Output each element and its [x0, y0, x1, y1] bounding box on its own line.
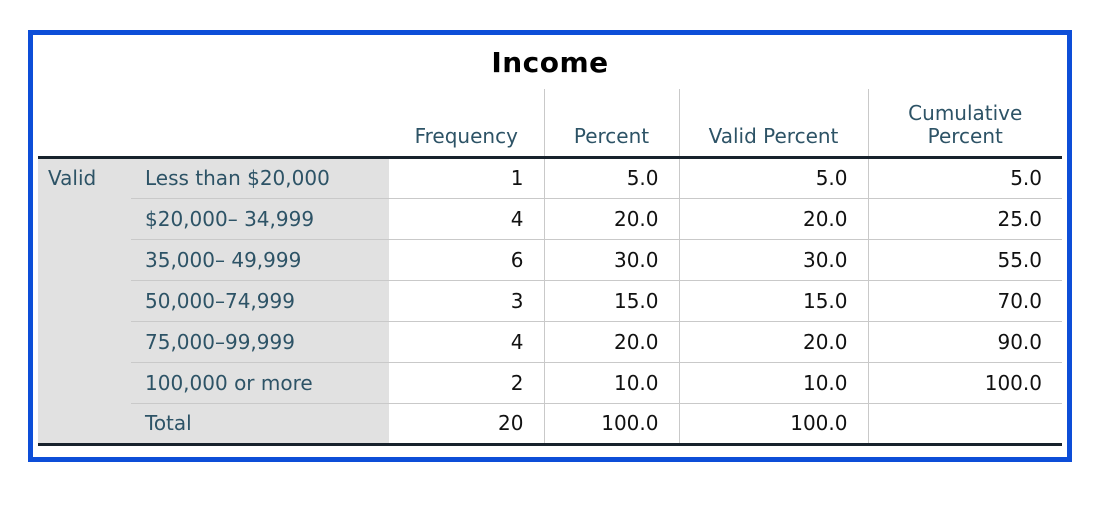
table-row-total: Total 20 100.0 100.0 — [38, 402, 1062, 446]
table-row: $20,000– 34,999 4 20.0 20.0 25.0 — [38, 197, 1062, 239]
cell-cumulative-percent: 55.0 — [867, 238, 1062, 280]
row-label-total: Total — [131, 402, 389, 446]
header-empty-category — [131, 89, 389, 159]
cell-frequency: 3 — [389, 279, 544, 321]
cell-cumulative-percent: 100.0 — [867, 361, 1062, 403]
cell-percent: 10.0 — [543, 361, 679, 403]
row-label: $20,000– 34,999 — [131, 197, 389, 239]
cell-percent: 30.0 — [543, 238, 679, 280]
cell-valid-percent: 10.0 — [678, 361, 868, 403]
table-row: Valid Less than $20,000 1 5.0 5.0 5.0 — [38, 157, 1062, 446]
cell-cumulative-percent: 90.0 — [867, 320, 1062, 362]
cell-percent: 5.0 — [543, 157, 679, 198]
row-label: 50,000–74,999 — [131, 279, 389, 321]
row-group-label-valid: Valid — [38, 157, 131, 446]
cell-frequency: 6 — [389, 238, 544, 280]
column-header-valid-percent: Valid Percent — [678, 89, 868, 159]
cell-valid-percent: 20.0 — [678, 320, 868, 362]
header-row: Frequency Percent Valid Percent Cumulati… — [38, 89, 1062, 159]
cell-cumulative-percent: 5.0 — [867, 157, 1062, 198]
cell-cumulative-percent: 25.0 — [867, 197, 1062, 239]
cell-valid-percent: 15.0 — [678, 279, 868, 321]
column-header-cumulative-percent: Cumulative Percent — [867, 89, 1062, 159]
cell-frequency: 20 — [389, 402, 544, 446]
row-label: 100,000 or more — [131, 361, 389, 403]
row-label: 35,000– 49,999 — [131, 238, 389, 280]
column-header-frequency: Frequency — [389, 89, 544, 159]
cell-percent: 15.0 — [543, 279, 679, 321]
cell-percent: 100.0 — [543, 402, 679, 446]
frequency-table: Frequency Percent Valid Percent Cumulati… — [38, 89, 1062, 446]
cell-valid-percent: 5.0 — [678, 157, 868, 198]
cell-frequency: 1 — [510, 166, 524, 190]
cell-cumulative-percent — [867, 402, 1062, 446]
table-row: 35,000– 49,999 6 30.0 30.0 55.0 — [38, 238, 1062, 280]
cell-valid-percent: 20.0 — [678, 197, 868, 239]
table-title: Income — [491, 45, 609, 79]
cell-cumulative-percent: 70.0 — [867, 279, 1062, 321]
cell-frequency: 4 — [389, 197, 544, 239]
cell-valid-percent: 100.0 — [678, 402, 868, 446]
table-row: 75,000–99,999 4 20.0 20.0 90.0 — [38, 320, 1062, 362]
header-empty-stub — [38, 89, 131, 159]
pivot-table-selected-frame[interactable]: Income Frequency Percent Valid Percent C… — [28, 30, 1072, 462]
row-label: 75,000–99,999 — [131, 320, 389, 362]
cell-frequency: 2 — [389, 361, 544, 403]
table-row: 100,000 or more 2 10.0 10.0 100.0 — [38, 361, 1062, 403]
table-row: 50,000–74,999 3 15.0 15.0 70.0 — [38, 279, 1062, 321]
row-label: Less than $20,000 — [131, 157, 389, 198]
cell-frequency: 4 — [389, 320, 544, 362]
cell-percent: 20.0 — [543, 197, 679, 239]
cell-percent: 20.0 — [543, 320, 679, 362]
cell-valid-percent: 30.0 — [678, 238, 868, 280]
column-header-percent: Percent — [543, 89, 679, 159]
